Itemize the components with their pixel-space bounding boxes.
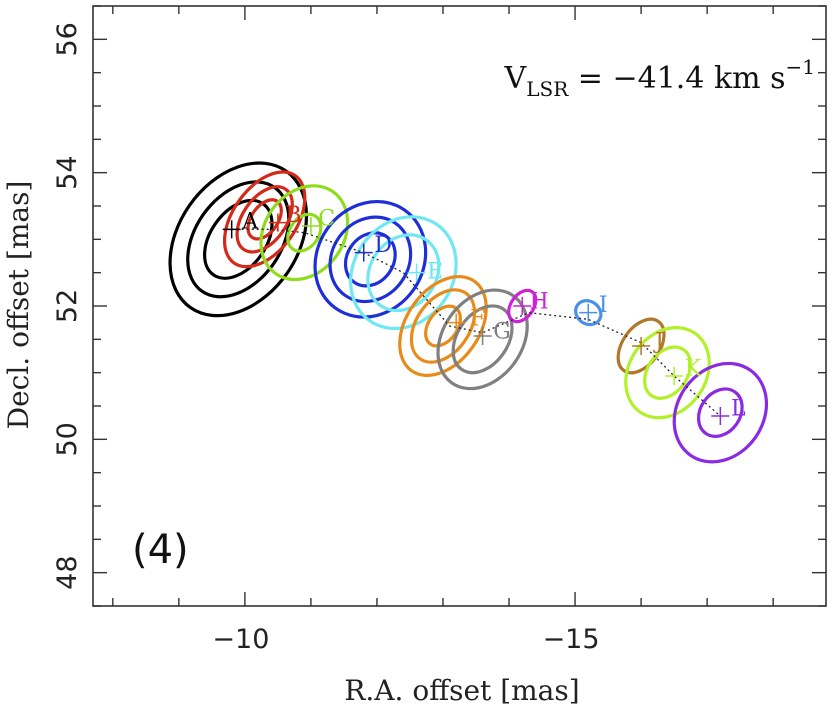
y-tick-label: 48 (52, 555, 83, 589)
contour-K (624, 326, 711, 420)
contour-G (451, 304, 514, 375)
contour-C (286, 212, 323, 253)
spot-label-J: J (653, 330, 664, 355)
contour-F (409, 288, 477, 364)
plot-area: A B C D E FGH I JK L (168, 161, 769, 464)
x-tick-label: −15 (543, 624, 600, 655)
vlsr-subscript: LSR (526, 77, 569, 101)
contour-E (349, 215, 458, 331)
contour-E (366, 233, 441, 313)
spot-label-K: K (685, 356, 702, 381)
velocity-annotation: VLSR = −41.4 km s−1 (504, 55, 815, 101)
panel-label: (4) (132, 527, 189, 573)
contour-B (235, 185, 294, 254)
contour-C (259, 184, 350, 282)
spot-label-L: L (731, 396, 746, 421)
y-tick-label: 50 (52, 422, 83, 456)
spot-label-B: B (285, 203, 301, 228)
vlsr-value: = −41.4 km s (568, 61, 785, 96)
y-tick-label: 54 (52, 155, 83, 189)
spot-label-I: I (599, 293, 608, 318)
vlsr-superscript: −1 (786, 55, 815, 79)
contour-B (222, 170, 307, 269)
spot-label-E: E (427, 260, 443, 285)
spot-label-H: H (530, 290, 549, 315)
contour-D (343, 231, 397, 288)
contour-F (398, 275, 488, 377)
y-tick-label: 52 (52, 289, 83, 323)
contour-I (574, 299, 603, 327)
x-tick-label: −10 (212, 624, 269, 655)
vlsr-prefix: V (504, 61, 528, 96)
spot-label-F: F (470, 306, 485, 331)
contour-L (672, 361, 769, 464)
contour-D (328, 215, 413, 304)
axes: −10 −15 48 50 52 54 56 (52, 5, 827, 655)
contour-L (696, 387, 744, 438)
contour-D (313, 199, 428, 319)
y-axis-label: Decl. offset [mas] (2, 181, 35, 430)
spot-label-A: A (241, 210, 259, 235)
spot-label-D: D (374, 233, 392, 258)
contour-G (436, 288, 529, 391)
spot-label-C: C (318, 206, 335, 231)
y-tick-label: 56 (52, 22, 83, 56)
x-axis-label: R.A. offset [mas] (344, 674, 579, 707)
spot-label-G: G (493, 320, 511, 345)
